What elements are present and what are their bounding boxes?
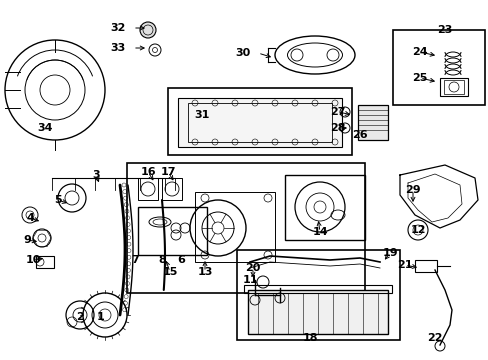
Text: 19: 19 [382,248,397,258]
Text: 20: 20 [245,263,260,273]
Text: 33: 33 [110,43,125,53]
Bar [392,30,484,105]
Bar [247,290,387,334]
Text: 8: 8 [158,255,165,265]
Text: 4: 4 [26,213,34,223]
Text: 26: 26 [351,130,367,140]
Text: 5: 5 [54,195,61,205]
Bar [195,192,274,262]
Bar [439,78,467,96]
Bar [414,260,436,272]
Bar [127,163,364,293]
Text: 29: 29 [405,185,420,195]
Text: 13: 13 [197,267,212,277]
Text: 16: 16 [140,167,156,177]
Text: 17: 17 [160,167,175,177]
Bar [138,178,158,200]
Text: 2: 2 [76,312,84,322]
Bar [138,207,206,255]
Text: 30: 30 [235,48,250,58]
Text: 28: 28 [329,123,345,133]
Bar [237,250,399,340]
Text: 25: 25 [411,73,427,83]
Text: 22: 22 [427,333,442,343]
Text: 14: 14 [311,227,327,237]
Text: 31: 31 [194,110,209,120]
Text: 10: 10 [25,255,41,265]
Text: 9: 9 [23,235,31,245]
Text: 6: 6 [177,255,184,265]
Circle shape [140,22,156,38]
Text: 23: 23 [436,25,452,35]
Text: 11: 11 [242,275,257,285]
Bar [36,256,54,268]
Bar [178,98,341,147]
Bar [357,105,387,140]
Text: 3: 3 [92,170,100,180]
Text: 21: 21 [396,260,412,270]
Bar [162,178,182,200]
Text: 32: 32 [110,23,125,33]
Text: 15: 15 [162,267,177,277]
Text: 18: 18 [302,333,317,343]
Text: 24: 24 [411,47,427,57]
Bar [187,103,331,142]
Bar [285,175,364,240]
Text: 27: 27 [329,107,345,117]
Bar [244,285,391,293]
Text: 12: 12 [409,225,425,235]
Bar [168,88,351,155]
Text: 7: 7 [131,255,139,265]
Bar [443,80,463,94]
Text: 34: 34 [37,123,53,133]
Text: 1: 1 [97,312,104,322]
